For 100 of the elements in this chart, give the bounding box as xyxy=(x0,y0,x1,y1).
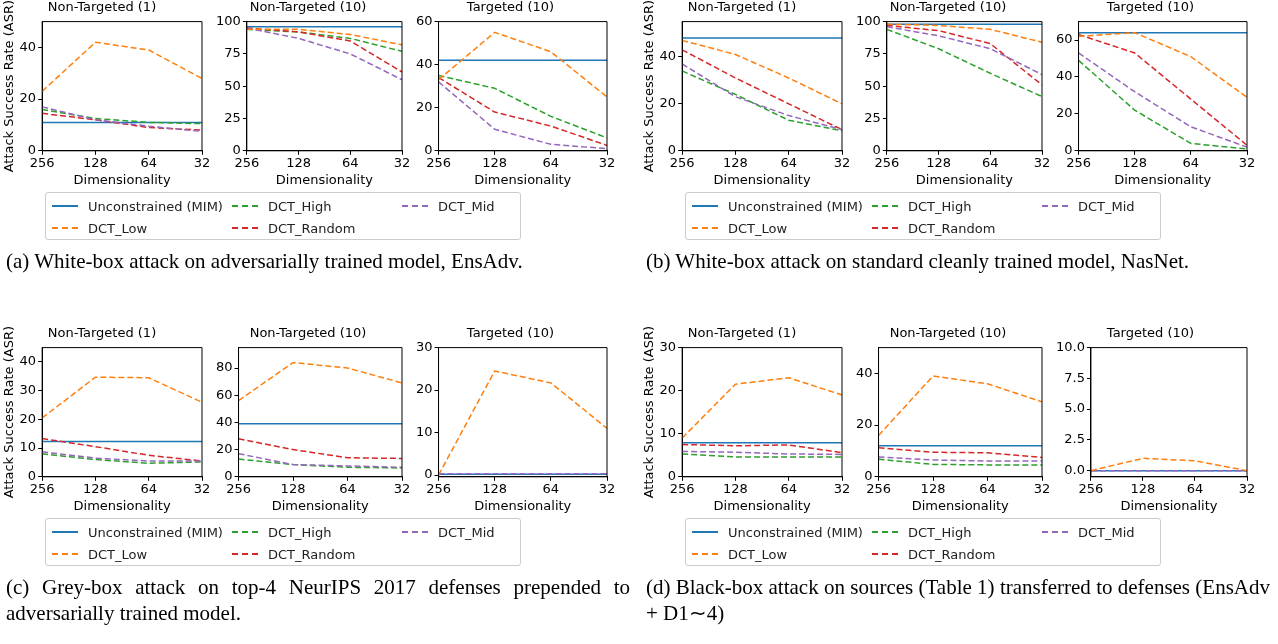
chart-title: Non-Targeted (10) xyxy=(249,325,367,341)
y-tick-label: 40 xyxy=(856,364,873,380)
x-tick-label: 32 xyxy=(833,480,851,496)
x-tick-label: 64 xyxy=(1186,480,1204,496)
legend-label: DCT_Low xyxy=(88,546,148,562)
y-tick-label: 80 xyxy=(216,359,233,375)
y-tick-label: 20 xyxy=(856,416,873,432)
y-tick-label: 40 xyxy=(216,413,233,429)
y-tick-label: 0.0 xyxy=(1064,462,1085,478)
line-series xyxy=(41,376,203,419)
line-series xyxy=(886,26,1043,76)
x-tick-label: 128 xyxy=(280,480,306,496)
x-axis-title: Dimensionality xyxy=(73,497,171,513)
line-series xyxy=(41,112,203,131)
x-tick-label: 32 xyxy=(1033,154,1051,170)
chart-title: Non-Targeted (10) xyxy=(889,325,1007,341)
x-tick-label: 64 xyxy=(780,154,797,170)
line-series xyxy=(237,437,403,460)
x-tick-label: 32 xyxy=(833,154,851,170)
x-tick-label: 128 xyxy=(83,480,108,496)
line-series xyxy=(237,458,403,469)
y-tick-label: 20 xyxy=(19,410,37,426)
text: (d) Black-box attack on sources (Table 1) transferred to defenses (EnsAdv + D1∼4) xyxy=(646,574,1270,626)
legend-label: DCT_High xyxy=(268,524,332,540)
y-tick-label: 20 xyxy=(659,382,677,398)
y-tick-label: 20 xyxy=(416,99,433,115)
y-tick-label: 25 xyxy=(224,109,241,125)
legend-label: DCT_Mid xyxy=(1078,198,1135,214)
x-tick-label: 64 xyxy=(1182,154,1200,170)
x-tick-label: 32 xyxy=(1238,154,1256,170)
y-axis-title: Attack Success Rate (ASR) xyxy=(1,326,17,499)
y-tick-label: 20 xyxy=(1056,105,1073,121)
y-tick-label: 100 xyxy=(215,12,241,28)
x-tick-label: 128 xyxy=(723,154,748,170)
x-tick-label: 128 xyxy=(1122,154,1148,170)
y-tick-label: 60 xyxy=(1056,31,1073,47)
legend-label: DCT_Mid xyxy=(438,198,495,214)
y-tick-label: 10 xyxy=(416,423,433,439)
legend-label: DCT_High xyxy=(908,198,972,214)
x-tick-label: 128 xyxy=(482,480,508,496)
chart-title: Non-Targeted (10) xyxy=(249,0,367,15)
line-series xyxy=(877,375,1043,437)
x-tick-label: 64 xyxy=(979,480,996,496)
legend-label: DCT_Mid xyxy=(1078,524,1135,540)
line-series xyxy=(681,443,843,454)
x-tick-label: 32 xyxy=(193,480,211,496)
x-tick-label: 32 xyxy=(393,154,411,170)
chart-title: Targeted (10) xyxy=(1105,325,1195,341)
chart-title: Targeted (10) xyxy=(1105,0,1195,15)
x-tick-label: 64 xyxy=(140,154,157,170)
x-axis-title: Dimensionality xyxy=(713,497,811,513)
chart-title: Targeted (10) xyxy=(465,0,555,15)
x-tick-label: 64 xyxy=(339,480,356,496)
x-axis-title: Dimensionality xyxy=(911,497,1010,513)
line-series xyxy=(886,28,1043,98)
x-axis-title: Dimensionality xyxy=(271,497,370,513)
line-series xyxy=(41,41,203,93)
x-tick-label: 128 xyxy=(1130,480,1156,496)
x-tick-label: 128 xyxy=(286,154,311,170)
y-tick-label: 40 xyxy=(1056,68,1073,84)
y-tick-label: 10.0 xyxy=(1055,338,1085,354)
legend-label: DCT_Random xyxy=(908,546,996,562)
line-series xyxy=(681,39,843,105)
legend-label: DCT_High xyxy=(908,524,972,540)
chart-title: Non-Targeted (10) xyxy=(889,0,1007,15)
y-tick-label: 50 xyxy=(224,77,241,93)
text: (c) Grey-box attack on top-4 NeurIPS 2017 defenses prepended to adversarially trained model. xyxy=(6,574,630,626)
y-tick-label: 10 xyxy=(19,439,37,455)
x-tick-label: 32 xyxy=(1033,480,1051,496)
x-axis-title: Dimensionality xyxy=(474,497,572,513)
x-tick-label: 128 xyxy=(920,480,946,496)
y-tick-label: 10 xyxy=(659,425,677,441)
x-tick-label: 256 xyxy=(426,480,451,496)
line-series xyxy=(1077,33,1248,147)
y-tick-label: 60 xyxy=(216,386,233,402)
y-axis-title: Attack Success Rate (ASR) xyxy=(641,326,657,499)
legend-label: Unconstrained (MIM) xyxy=(88,198,223,214)
legend-label: DCT_Low xyxy=(728,546,788,562)
x-tick-label: 64 xyxy=(982,154,999,170)
y-tick-label: 0 xyxy=(424,466,433,482)
y-tick-label: 40 xyxy=(19,353,37,369)
y-tick-label: 40 xyxy=(19,38,37,54)
x-axis-title: Dimensionality xyxy=(1120,497,1218,513)
y-tick-label: 20 xyxy=(659,95,677,111)
y-tick-label: 75 xyxy=(864,45,881,61)
y-axis-title: Attack Success Rate (ASR) xyxy=(641,0,657,173)
chart-title: Targeted (10) xyxy=(465,325,555,341)
chart-title: Non-Targeted (1) xyxy=(687,325,797,341)
x-axis-title: Dimensionality xyxy=(275,171,374,187)
legend-label: DCT_High xyxy=(268,198,332,214)
x-axis-title: Dimensionality xyxy=(1114,171,1212,187)
y-tick-label: 40 xyxy=(659,48,677,64)
legend-label: DCT_Random xyxy=(908,220,996,236)
y-tick-label: 30 xyxy=(416,338,433,354)
line-series xyxy=(237,452,403,469)
x-tick-label: 64 xyxy=(342,154,359,170)
x-tick-label: 64 xyxy=(780,480,797,496)
legend-label: DCT_Mid xyxy=(438,524,495,540)
y-tick-label: 60 xyxy=(416,12,433,28)
legend-label: DCT_Random xyxy=(268,546,356,562)
